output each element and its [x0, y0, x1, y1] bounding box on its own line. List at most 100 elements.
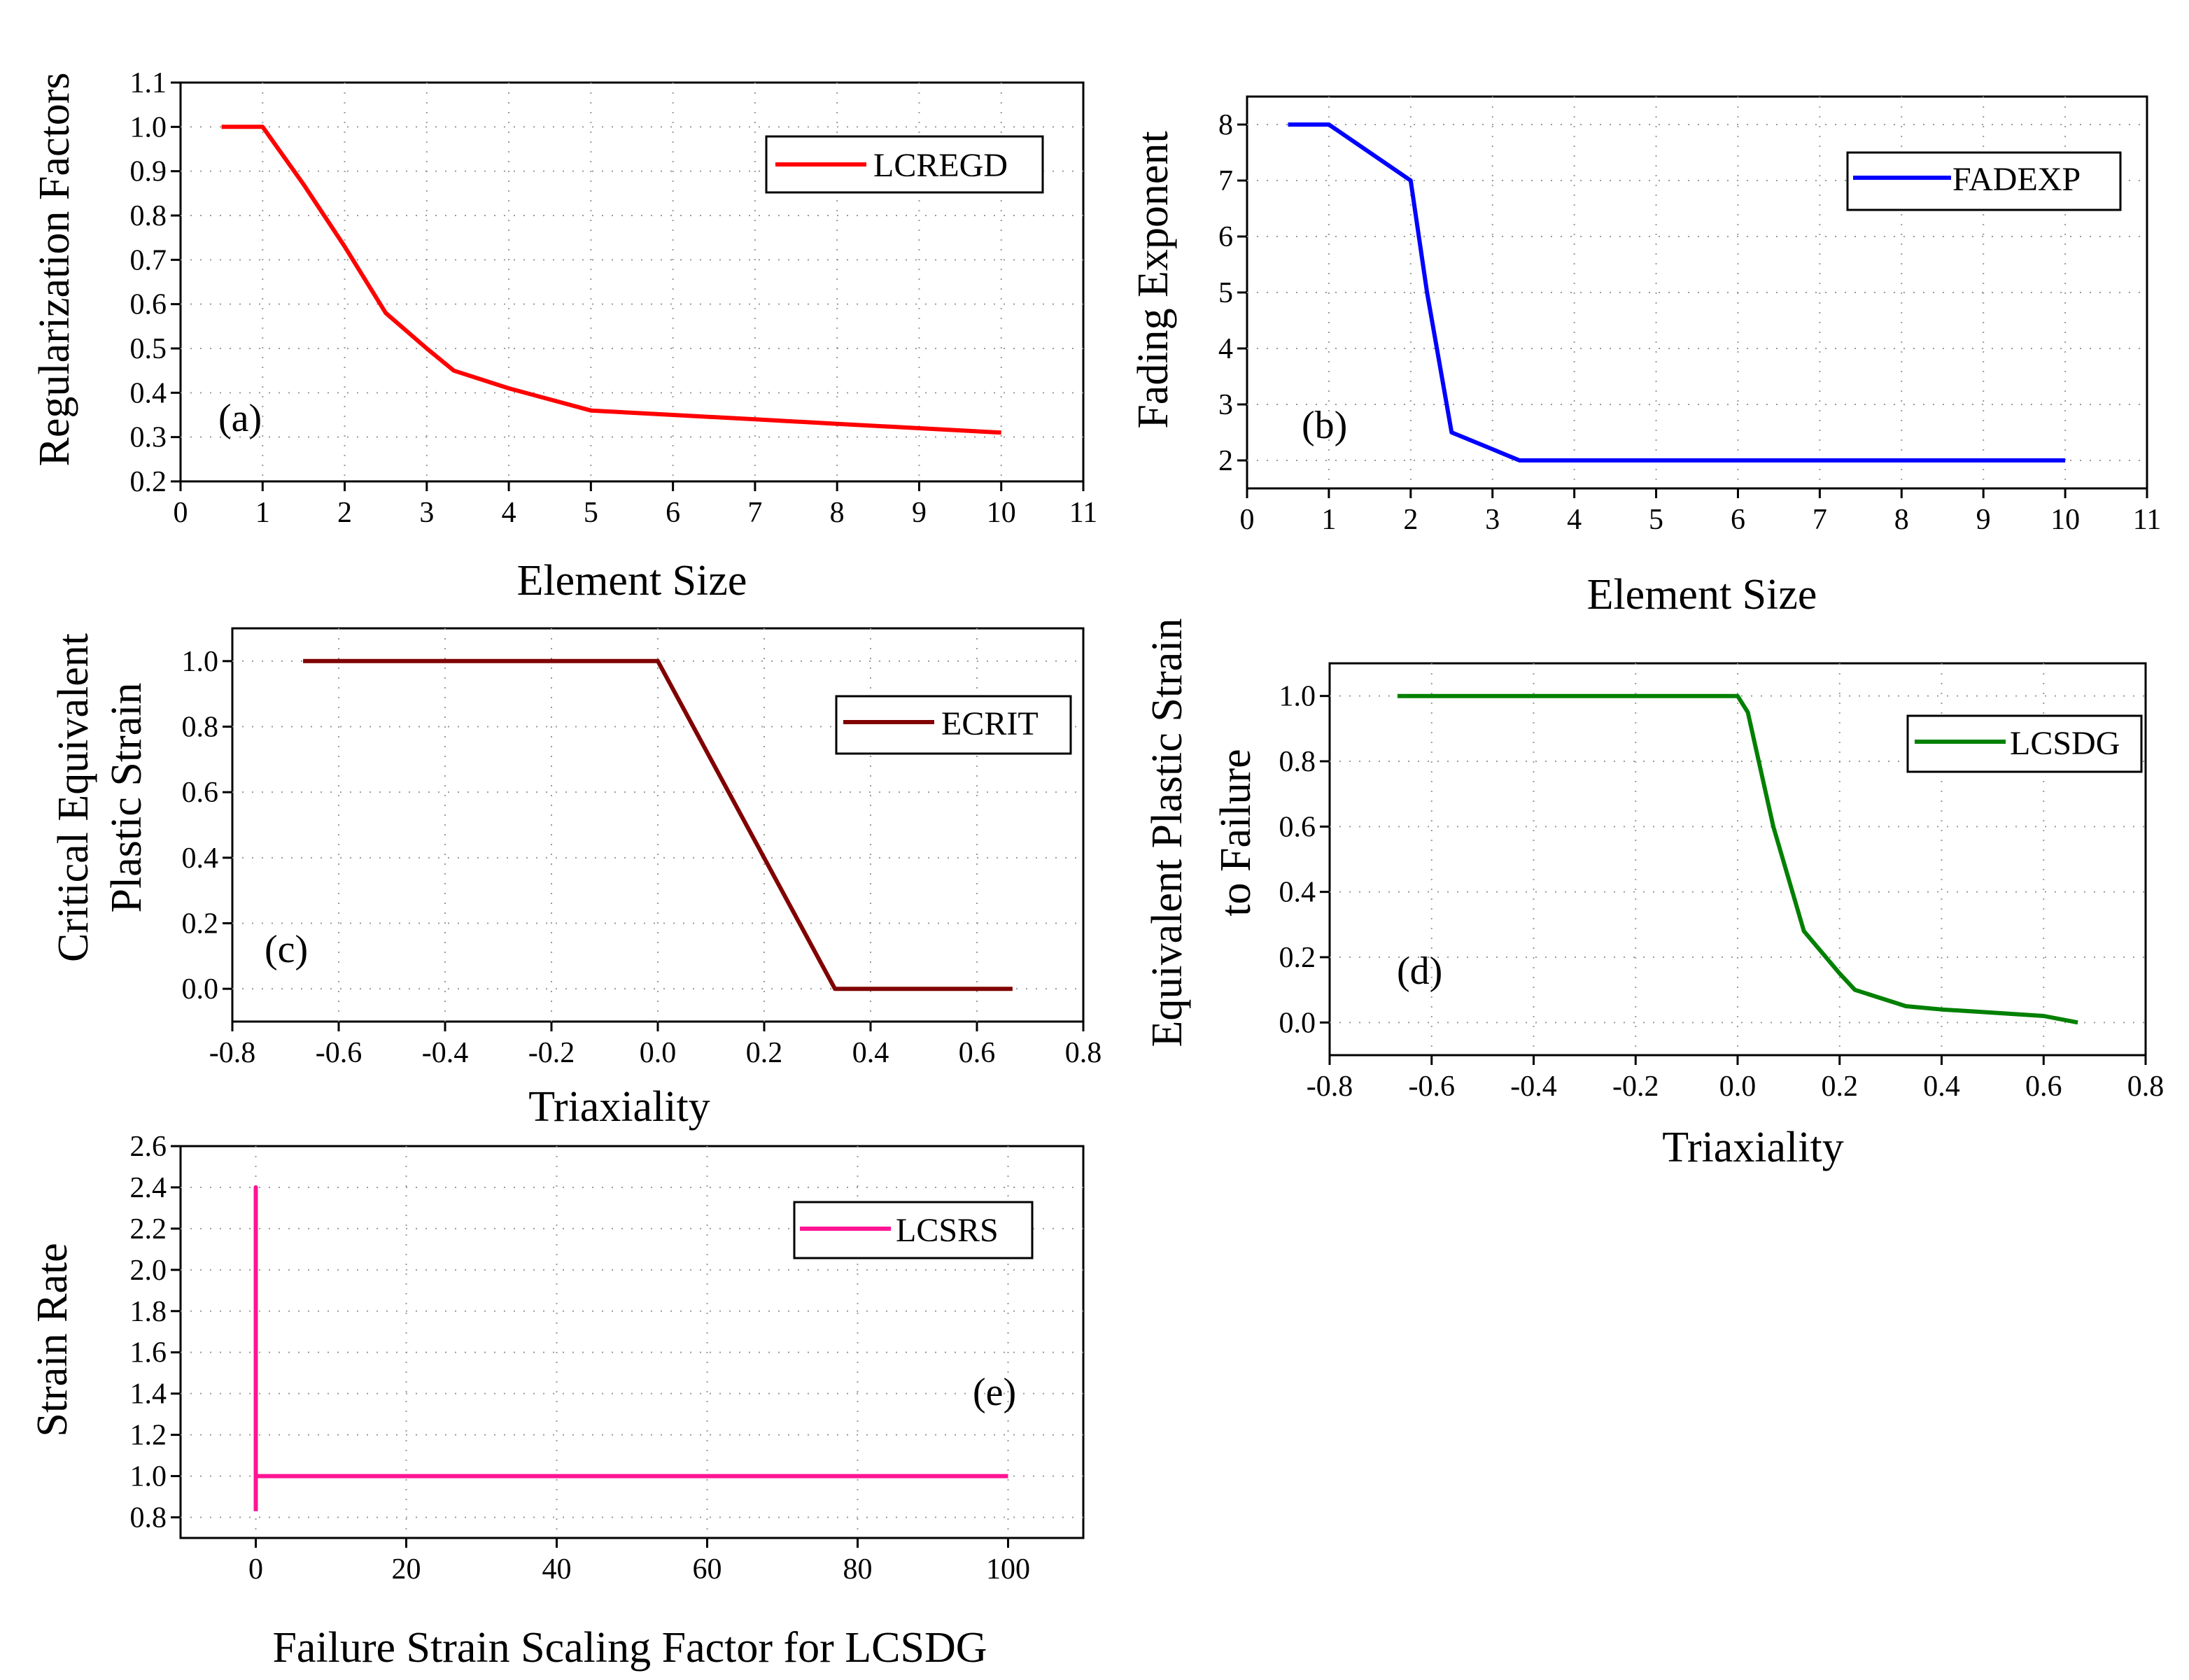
- y-tick-label: 1.0: [182, 646, 219, 678]
- x-tick-label: 2: [337, 497, 352, 529]
- y-tick-label: 0.0: [182, 973, 219, 1005]
- x-tick-label: 2: [1403, 504, 1418, 536]
- x-tick-label: 6: [1731, 504, 1745, 536]
- x-tick-label: 9: [1976, 504, 1991, 536]
- x-tick-label: -0.2: [528, 1037, 575, 1069]
- x-tick-label: 11: [1069, 497, 1097, 529]
- panel-e: 0 20 40 60 80 100 0.8 1.0 1.2 1.4 1.6 1.8 2.0 2.2 2.4 2…: [29, 1131, 1085, 1672]
- series-line-fadexp: [1288, 122, 2066, 463]
- x-tick-label: 0: [1240, 504, 1255, 536]
- x-tick-label: 40: [542, 1553, 572, 1586]
- y-tick-label: 2.4: [130, 1172, 167, 1204]
- y-tick-label: 2.6: [130, 1131, 167, 1163]
- panel-label-c: (c): [265, 928, 308, 971]
- y-tick-label: 0.8: [182, 712, 219, 744]
- grid-d: [1330, 663, 2146, 1055]
- x-tick-label: 6: [666, 497, 680, 529]
- panel-label-a: (a): [218, 397, 262, 440]
- y-tick-label: 1.0: [1279, 681, 1316, 713]
- y-axis-title-c-line1: Critical Equivalent: [50, 633, 97, 962]
- x-tick-label: 0: [174, 497, 188, 529]
- grid-a: [181, 83, 1083, 481]
- panel-c: -0.8 -0.6 -0.4 -0.2 0.0 0.2 0.4 0.6 0.8 0.0 0.2 0.4…: [50, 627, 1102, 1131]
- y-tick-label: 0.3: [130, 422, 167, 454]
- x-tick-label: 7: [1813, 504, 1827, 536]
- y-axis-title-d-line2: to Failure: [1212, 749, 1260, 916]
- y-tick-label: 0.4: [130, 377, 167, 409]
- panel-a: 0 1 2 3 4 5 6 7 8 9 10 11 0.2 0.3 0.4 0.5 0.6 0.7 0.8 0.9 1.…: [31, 67, 1097, 605]
- legend-label-ecrit: ECRIT: [941, 705, 1039, 742]
- y-tick-label: 1.0: [130, 111, 167, 143]
- y-tick-label: 0.6: [130, 289, 167, 321]
- y-tick-label: 0.4: [182, 842, 219, 875]
- series-e: [253, 1185, 1008, 1511]
- y-tick-label: 0.0: [1279, 1007, 1316, 1039]
- series-a: [221, 125, 1001, 435]
- x-tick-label: -0.2: [1612, 1071, 1659, 1103]
- x-tick-label: 0.4: [852, 1037, 889, 1069]
- y-tick-label: 0.2: [1279, 942, 1316, 974]
- panel-label-e: (e): [973, 1371, 1016, 1414]
- legend-label-fadexp: FADEXP: [1952, 161, 2081, 198]
- x-tick-label: 0: [248, 1553, 263, 1586]
- ticks-c: -0.8 -0.6 -0.4 -0.2 0.0 0.2 0.4 0.6 0.8 0.0 0.2 0.4…: [182, 646, 1102, 1069]
- y-tick-label: 7: [1218, 165, 1233, 197]
- x-tick-label: 3: [419, 497, 434, 529]
- legend-label-lcsrs: LCSRS: [896, 1212, 999, 1249]
- y-tick-label: 3: [1218, 389, 1233, 421]
- legend-c: ECRIT: [835, 695, 1072, 755]
- legend-b: FADEXP: [1846, 151, 2122, 211]
- x-axis-title-b: Element Size: [1587, 571, 1817, 619]
- y-tick-label: 0.6: [182, 777, 219, 809]
- y-tick-label: 0.2: [182, 908, 219, 940]
- y-tick-label: 5: [1218, 277, 1233, 309]
- grid-b: [1247, 97, 2147, 488]
- panel-b: 0 1 2 3 4 5 6 7 8 9 10 11 2 3 4 5 6 7 8 FADEXP (b) Element…: [1129, 95, 2161, 619]
- panel-label-d: (d): [1397, 950, 1442, 993]
- y-tick-label: 0.8: [130, 1502, 167, 1534]
- x-tick-label: 0.0: [1719, 1071, 1757, 1103]
- series-d: [1397, 693, 2078, 1025]
- y-tick-label: 1.4: [130, 1378, 167, 1411]
- x-axis-title-c: Triaxiality: [528, 1083, 710, 1131]
- x-tick-label: 4: [1567, 504, 1582, 536]
- x-tick-label: -0.4: [422, 1037, 469, 1069]
- series-line-ecrit: [303, 658, 1013, 991]
- x-tick-label: 5: [1649, 504, 1663, 536]
- x-tick-label: 0.8: [1065, 1037, 1102, 1069]
- y-tick-label: 0.8: [1279, 746, 1316, 778]
- y-axis-title-a: Regularization Factors: [31, 73, 78, 467]
- x-tick-label: 4: [502, 497, 516, 529]
- panel-d: -0.8 -0.6 -0.4 -0.2 0.0 0.2 0.4 0.6 0.8 0.0 0.2 0.4…: [1143, 618, 2164, 1171]
- series-line-lcsdg: [1397, 693, 2078, 1025]
- x-tick-label: -0.8: [209, 1037, 256, 1069]
- ticks-b: 0 1 2 3 4 5 6 7 8 9 10 11 2 3 4 5 6 7 8: [1218, 109, 2161, 536]
- x-tick-label: -0.4: [1510, 1071, 1557, 1103]
- y-tick-label: 2.2: [130, 1213, 167, 1245]
- x-tick-label: 8: [830, 497, 845, 529]
- series-c: [303, 658, 1013, 991]
- y-tick-label: 4: [1218, 333, 1233, 365]
- series-b: [1288, 122, 2066, 463]
- x-tick-label: 10: [2050, 504, 2080, 536]
- grid-c: [232, 628, 1083, 1022]
- x-axis-title-a: Element Size: [517, 557, 747, 605]
- legend-d: LCSDG: [1906, 714, 2143, 773]
- x-tick-label: 11: [2133, 504, 2161, 536]
- x-tick-label: 0.2: [746, 1037, 783, 1069]
- x-tick-label: -0.6: [316, 1037, 363, 1069]
- y-tick-label: 1.0: [130, 1461, 167, 1493]
- y-tick-label: 0.4: [1279, 877, 1316, 909]
- x-tick-label: 0.6: [2025, 1071, 2062, 1103]
- x-tick-label: 0.4: [1923, 1071, 1960, 1103]
- y-axis-title-c-line2: Plastic Strain: [103, 683, 150, 913]
- legend-box-c: [835, 695, 1072, 755]
- x-tick-label: 3: [1485, 504, 1500, 536]
- x-tick-label: 1: [255, 497, 270, 529]
- y-axis-title-e: Strain Rate: [29, 1243, 76, 1437]
- legend-a: LCREGD: [765, 135, 1044, 194]
- y-tick-label: 2: [1218, 445, 1233, 477]
- y-tick-label: 1.1: [130, 67, 167, 99]
- y-axis-title-d-line1: Equivalent Plastic Strain: [1143, 618, 1191, 1047]
- ticks-a: 0 1 2 3 4 5 6 7 8 9 10 11 0.2 0.3 0.4 0.5 0.6 0.7 0.8 0.9 1.…: [130, 67, 1098, 529]
